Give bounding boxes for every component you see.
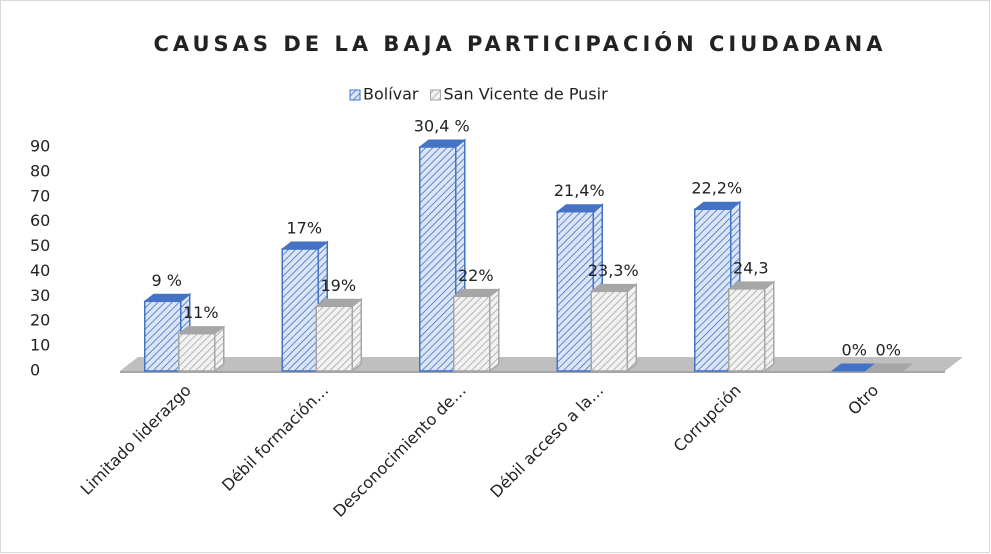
bar-top	[864, 363, 913, 372]
value-label: 19%	[320, 276, 356, 295]
bar	[314, 297, 363, 373]
value-label: 11%	[183, 303, 219, 322]
y-tick-label: 60	[30, 211, 50, 230]
y-tick-label: 30	[30, 286, 50, 305]
value-label: 22,2%	[691, 179, 742, 198]
bar-front	[694, 208, 732, 372]
legend-label: San Vicente de Pusir	[444, 85, 609, 104]
bar-front	[419, 146, 457, 372]
bar-side	[764, 280, 775, 373]
value-label: 24,3	[733, 258, 769, 277]
bar-side	[626, 282, 637, 373]
bar-front	[315, 305, 353, 372]
legend-swatch	[430, 89, 442, 101]
legend-swatch	[349, 89, 361, 101]
floor-front	[120, 371, 945, 373]
value-label: 22%	[458, 266, 494, 285]
legend-label: Bolívar	[363, 85, 419, 104]
bar	[727, 280, 776, 373]
bar-front	[590, 290, 628, 372]
bar-side	[214, 325, 225, 373]
y-tick-label: 50	[30, 236, 50, 255]
bar	[177, 325, 226, 373]
value-label: 17%	[286, 219, 322, 238]
y-tick-label: 90	[30, 137, 50, 156]
y-tick-label: 40	[30, 261, 50, 280]
y-tick-label: 10	[30, 336, 50, 355]
bar	[864, 363, 913, 372]
bar-front	[453, 295, 491, 372]
bar-front	[281, 248, 319, 372]
value-label: 0%	[876, 341, 901, 360]
y-tick-label: 0	[30, 361, 40, 380]
value-label: 30,4 %	[414, 117, 470, 136]
chart-title: CAUSAS DE LA BAJA PARTICIPACIÓN CIUDADAN…	[153, 31, 886, 56]
bar-side	[489, 287, 500, 373]
bar-front	[556, 210, 594, 372]
bar-front	[178, 332, 216, 372]
value-label: 23,3%	[588, 261, 639, 280]
value-label: 0%	[842, 341, 867, 360]
y-tick-label: 20	[30, 311, 50, 330]
bar-side	[351, 297, 362, 373]
y-tick-label: 80	[30, 161, 50, 180]
bar-front	[728, 288, 766, 372]
value-label: 21,4%	[554, 181, 605, 200]
value-label: 9 %	[152, 271, 182, 290]
bar	[452, 287, 501, 373]
bar	[589, 282, 638, 373]
bar-front	[144, 300, 182, 372]
y-tick-label: 70	[30, 186, 50, 205]
